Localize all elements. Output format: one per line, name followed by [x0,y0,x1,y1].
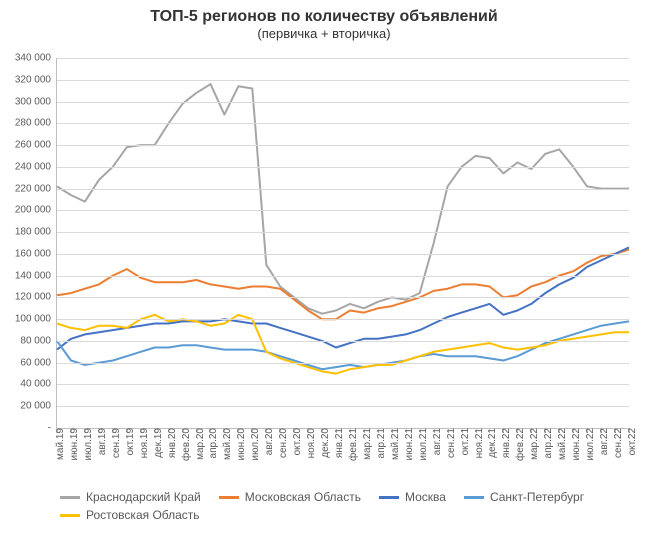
legend-item: Санкт-Петербург [464,490,584,504]
x-axis-label: янв.21 [332,428,345,458]
x-axis-label: апр.20 [206,428,219,458]
legend-item: Краснодарский Край [60,490,201,504]
y-axis-label: 20 000 [20,401,57,412]
legend-label: Москва [405,490,446,504]
x-axis-label: мар.21 [360,428,373,460]
x-axis-label: сен.20 [276,428,289,458]
x-axis-label: дек.20 [318,428,331,458]
x-axis-label: мар.22 [527,428,540,460]
x-axis-label: янв.22 [499,428,512,458]
x-axis-label: фев.22 [513,428,526,461]
x-axis-label: май.22 [555,428,568,460]
y-axis-label: 340 000 [15,53,57,64]
legend: Краснодарский Край Московская Область Моск… [60,490,628,522]
legend-swatch [60,514,80,517]
gridline [57,297,629,298]
x-axis-label: окт.22 [625,428,638,455]
y-axis-label: 120 000 [15,292,57,303]
chart-container: ТОП-5 регионов по количеству объявлений … [0,0,648,545]
x-axis-label: авг.19 [95,428,108,455]
chart-subtitle: (первичка + вторичка) [0,26,648,41]
x-axis-label: окт.21 [458,428,471,455]
legend-swatch [219,496,239,499]
y-axis-label: 280 000 [15,118,57,129]
x-axis-label: май.21 [388,428,401,460]
x-axis-label: фев.21 [346,428,359,461]
x-axis-label: авг.22 [597,428,610,455]
gridline [57,254,629,255]
x-axis-label: июл.21 [416,428,429,461]
x-axis-label: июн.19 [67,428,80,461]
gridline [57,58,629,59]
x-axis-label: авг.20 [262,428,275,455]
x-axis-label: июл.19 [81,428,94,461]
x-axis-label: дек.21 [485,428,498,458]
x-axis-label: май.20 [220,428,233,460]
x-axis-label: сен.19 [109,428,122,458]
gridline [57,102,629,103]
legend-item: Москва [379,490,446,504]
x-axis-label: ноя.20 [304,428,317,458]
gridline [57,210,629,211]
legend-item: Ростовская Область [60,508,200,522]
legend-swatch [379,496,399,499]
legend-swatch [464,496,484,499]
y-axis-label: 140 000 [15,270,57,281]
legend-label: Санкт-Петербург [490,490,584,504]
legend-label: Московская Область [245,490,361,504]
x-axis-label: апр.22 [541,428,554,458]
legend-swatch [60,496,80,499]
gridline [57,276,629,277]
x-axis-label: окт.19 [123,428,136,455]
x-axis-label: май.19 [53,428,66,460]
gridline [57,232,629,233]
x-axis-label: сен.21 [444,428,457,458]
line-series-layer [57,58,629,428]
x-axis-label: фев.20 [179,428,192,461]
gridline [57,384,629,385]
x-axis-label: апр.21 [374,428,387,458]
x-axis-label: сен.22 [611,428,624,458]
gridline [57,406,629,407]
x-axis-label: янв.20 [165,428,178,458]
x-axis-label: окт.20 [290,428,303,455]
y-axis-label: 80 000 [20,335,57,346]
y-axis-label: 300 000 [15,96,57,107]
y-axis-label: 240 000 [15,161,57,172]
y-axis-label: 40 000 [20,379,57,390]
legend-item: Московская Область [219,490,361,504]
gridline [57,341,629,342]
y-axis-label: 60 000 [20,357,57,368]
x-axis-label: дек.19 [151,428,164,458]
x-axis-label: июн.21 [402,428,415,461]
legend-label: Ростовская Область [86,508,200,522]
gridline [57,363,629,364]
y-axis-label: 200 000 [15,205,57,216]
chart-title: ТОП-5 регионов по количеству объявлений [0,0,648,26]
x-axis-label: мар.20 [193,428,206,460]
plot-area: -20 00040 00060 00080 000100 000120 0001… [56,58,629,429]
x-axis-label: июл.22 [583,428,596,461]
gridline [57,319,629,320]
x-axis-label: ноя.21 [472,428,485,458]
series-line [57,247,629,349]
x-axis-label: июн.20 [234,428,247,461]
y-axis-label: 320 000 [15,74,57,85]
y-axis-label: 100 000 [15,314,57,325]
legend-label: Краснодарский Край [86,490,201,504]
gridline [57,167,629,168]
y-axis-label: 220 000 [15,183,57,194]
gridline [57,123,629,124]
x-axis-label: ноя.19 [137,428,150,458]
y-axis-label: 160 000 [15,248,57,259]
gridline [57,189,629,190]
series-line [57,250,629,320]
y-axis-label: 180 000 [15,227,57,238]
x-axis-label: авг.21 [430,428,443,455]
x-axis-label: июн.22 [569,428,582,461]
gridline [57,145,629,146]
gridline [57,80,629,81]
x-axis-label: июл.20 [248,428,261,461]
y-axis-label: 260 000 [15,140,57,151]
